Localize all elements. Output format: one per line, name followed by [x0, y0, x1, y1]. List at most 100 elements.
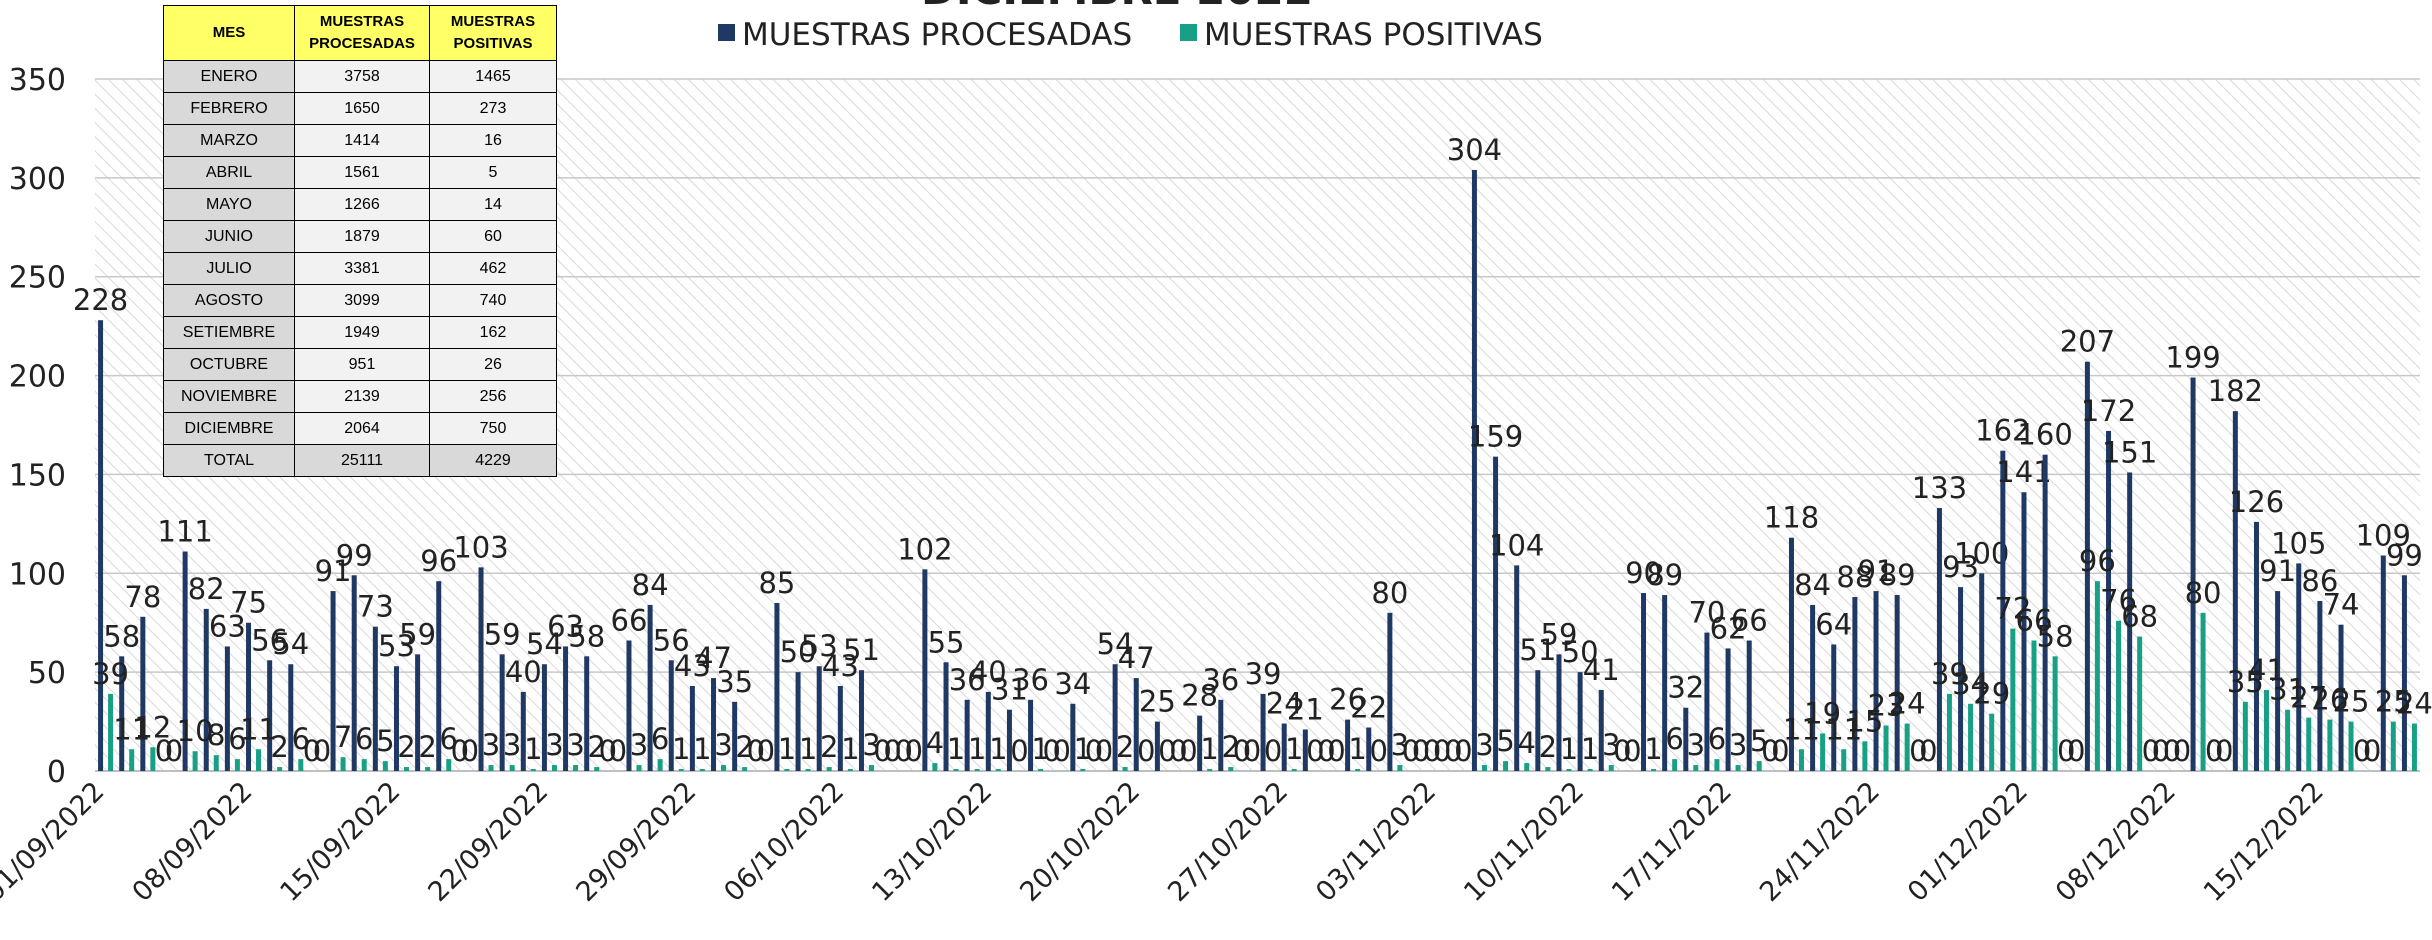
data-label: 26: [1329, 683, 1366, 717]
data-label: 0: [2215, 734, 2233, 768]
data-label: 75: [230, 586, 267, 620]
data-label: 96: [420, 544, 457, 578]
data-label: 56: [653, 623, 690, 657]
data-label: 54: [1097, 627, 1134, 661]
bar: [2390, 721, 2396, 771]
x-tick-label: 08/12/2022: [2050, 776, 2182, 908]
data-label: 5: [1750, 724, 1768, 758]
bar: [1080, 769, 1086, 771]
bar: [509, 765, 515, 771]
bar: [1535, 670, 1541, 771]
bar: [2263, 689, 2269, 771]
x-tick-label: 27/10/2022: [1162, 776, 1294, 908]
bar: [1735, 765, 1741, 771]
bar: [1207, 769, 1213, 771]
data-label: 62: [1710, 611, 1747, 645]
bar: [1302, 729, 1308, 771]
data-label: 0: [2363, 734, 2381, 768]
bar: [1672, 759, 1678, 771]
table-row: JUNIO 1879 60: [163, 220, 557, 253]
bar: [2242, 701, 2248, 771]
data-label: 1: [1285, 732, 1303, 766]
bar: [520, 691, 526, 771]
data-label: 47: [1118, 641, 1155, 675]
bar: [2031, 640, 2037, 771]
bar: [1260, 693, 1266, 771]
data-label: 27: [2290, 681, 2327, 715]
data-label: 0: [1095, 734, 1113, 768]
bar: [1841, 749, 1847, 771]
legend-label: MUESTRAS POSITIVAS: [1204, 17, 1543, 53]
data-label: 0: [2142, 734, 2160, 768]
x-tick-label: 03/11/2022: [1310, 776, 1442, 908]
bar: [2127, 472, 2133, 771]
data-label: 85: [758, 566, 795, 600]
data-label: 76: [2100, 584, 2137, 618]
data-label: 6: [440, 722, 458, 756]
bar: [1958, 587, 1964, 771]
bar: [1756, 761, 1762, 771]
table-cell: 273: [429, 92, 557, 125]
table-row: MARZO 1414 16: [163, 124, 557, 157]
data-label: 99: [336, 538, 373, 572]
data-label: 0: [1137, 734, 1155, 768]
data-label: 0: [609, 734, 627, 768]
table-cell: 3381: [294, 252, 430, 285]
data-label: 104: [1489, 528, 1544, 562]
bar: [1514, 565, 1520, 771]
x-tick-label: 13/10/2022: [866, 776, 998, 908]
data-label: 228: [73, 283, 128, 317]
table-header-cell: MUESTRAS POSITIVAS: [429, 5, 557, 61]
data-label: 47: [695, 641, 732, 675]
table-cell: OCTUBRE: [163, 348, 295, 381]
data-label: 207: [2060, 325, 2115, 359]
data-label: 25: [2333, 685, 2370, 719]
bar: [573, 765, 579, 771]
data-label: 0: [1158, 734, 1176, 768]
bar: [393, 666, 399, 771]
data-label: 3: [1687, 728, 1705, 762]
data-label: 78: [124, 580, 161, 614]
data-label: 0: [1179, 734, 1197, 768]
data-label: 3: [566, 728, 584, 762]
table-cell: 256: [429, 380, 557, 413]
legend-swatch: [1180, 24, 1197, 41]
data-label: 6: [1665, 722, 1683, 756]
bar: [298, 759, 304, 771]
data-label: 12: [134, 710, 171, 744]
table-row: FEBRERO 1650 273: [163, 92, 557, 125]
data-label: 1: [693, 732, 711, 766]
data-label: 7: [334, 720, 352, 754]
data-label: 0: [1010, 734, 1028, 768]
bar: [816, 666, 822, 771]
data-label: 0: [451, 734, 469, 768]
table-cell: JUNIO: [163, 220, 295, 253]
bar: [2021, 492, 2027, 771]
data-label: 24: [1266, 687, 1303, 721]
data-label: 1: [1560, 732, 1578, 766]
table-row: NOVIEMBRE 2139 256: [163, 380, 557, 413]
data-label: 0: [2163, 734, 2181, 768]
bar: [1683, 707, 1689, 771]
data-label: 1: [1581, 732, 1599, 766]
data-label: 1: [1200, 732, 1218, 766]
data-label: 0: [747, 734, 765, 768]
data-label: 0: [2173, 734, 2191, 768]
legend-label: MUESTRAS PROCESADAS: [742, 17, 1132, 53]
bar: [2253, 521, 2259, 771]
table-row: MAYO 1266 14: [163, 188, 557, 221]
bar: [1904, 723, 1910, 771]
data-label: 105: [2271, 526, 2326, 560]
data-label: 0: [1264, 734, 1282, 768]
y-tick-label: 50: [28, 656, 66, 691]
bar: [1577, 672, 1583, 771]
data-label: 84: [632, 568, 669, 602]
table-cell: 26: [429, 348, 557, 381]
table-cell: JULIO: [163, 252, 295, 285]
bar: [256, 749, 262, 771]
data-label: 2: [1222, 730, 1240, 764]
data-label: 0: [1454, 734, 1472, 768]
data-label: 59: [1541, 617, 1578, 651]
data-label: 103: [453, 530, 508, 564]
data-label: 91: [315, 554, 352, 588]
